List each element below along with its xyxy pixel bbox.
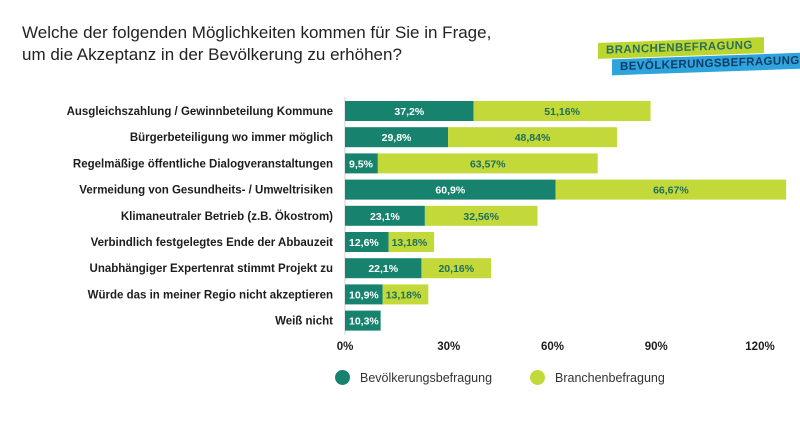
value-label-bevoelkerung-1: 29,8%	[382, 132, 412, 144]
value-label-bevoelkerung-2: 9,5%	[349, 158, 374, 170]
bar-branche-1	[448, 127, 617, 148]
value-label-branche-3: 66,67%	[653, 185, 689, 197]
category-label-3: Vermeidung von Gesundheits- / Umweltrisi…	[79, 185, 333, 197]
category-label-7: Würde das in meiner Regio nicht akzeptie…	[88, 289, 333, 301]
bar-bevoelkerung-2	[345, 153, 378, 174]
category-label-4: Klimaneutraler Betrieb (z.B. Ökostrom)	[121, 210, 333, 223]
value-label-branche-1: 48,84%	[515, 132, 551, 144]
value-label-bevoelkerung-7: 10,9%	[349, 289, 379, 301]
bar-branche-6	[421, 258, 492, 279]
bar-branche-5	[388, 232, 435, 252]
bar-branche-7	[382, 284, 429, 305]
legend-item-series-a: Bevölkerungsbefragung	[335, 370, 492, 385]
chart-title: Welche der folgenden Möglichkeiten komme…	[22, 22, 542, 66]
value-label-branche-6: 20,16%	[438, 263, 474, 275]
category-label-8: Weiß nicht	[275, 316, 333, 328]
bar-branche-4	[424, 205, 538, 226]
bar-bevoelkerung-1	[345, 127, 449, 148]
value-label-bevoelkerung-4: 23,1%	[370, 211, 400, 223]
value-label-branche-7: 13,18%	[386, 289, 422, 301]
value-label-bevoelkerung-8: 10,3%	[349, 316, 379, 328]
value-label-bevoelkerung-0: 37,2%	[394, 106, 424, 118]
value-label-branche-2: 63,57%	[470, 158, 506, 170]
category-label-1: Bürgerbeteiligung wo immer möglich	[130, 132, 333, 144]
legend-swatch-series-a	[335, 370, 350, 385]
category-label-0: Ausgleichszahlung / Gewinnbeteilung Komm…	[67, 106, 333, 118]
bar-bevoelkerung-6	[345, 258, 422, 279]
value-label-branche-0: 51,16%	[544, 106, 580, 118]
category-label-5: Verbindlich festgelegtes Ende der Abbauz…	[91, 237, 334, 249]
bar-bevoelkerung-7	[345, 284, 383, 305]
x-tick-label-1: 30%	[437, 341, 460, 353]
value-label-bevoelkerung-3: 60,9%	[435, 185, 465, 197]
value-label-bevoelkerung-6: 22,1%	[368, 263, 398, 275]
bar-bevoelkerung-0	[345, 101, 474, 121]
category-label-6: Unabhängiger Expertenrat stimmt Projekt …	[90, 263, 333, 275]
bar-chart: Ausgleichszahlung / Gewinnbeteilung Komm…	[67, 97, 787, 353]
bar-bevoelkerung-4	[345, 205, 425, 226]
legend-label-series-b: Branchenbefragung	[555, 370, 665, 385]
legend-item-series-b: Branchenbefragung	[530, 370, 665, 385]
bar-bevoelkerung-3	[345, 179, 556, 200]
x-tick-label-3: 90%	[645, 341, 668, 353]
legend-label-series-a: Bevölkerungsbefragung	[360, 370, 493, 385]
bar-branche-3	[555, 179, 787, 200]
value-label-bevoelkerung-5: 12,6%	[349, 237, 379, 249]
x-tick-label-0: 0%	[337, 341, 354, 353]
bar-bevoelkerung-5	[345, 232, 389, 252]
legend-swatch-series-b	[530, 370, 545, 385]
chart-title-line-2: um die Akzeptanz in der Bevölkerung zu e…	[22, 45, 402, 64]
bar-branche-2	[377, 153, 598, 174]
value-label-branche-5: 13,18%	[392, 237, 428, 249]
x-tick-label-4: 120%	[745, 341, 774, 353]
bar-bevoelkerung-8	[345, 310, 381, 331]
x-tick-label-2: 60%	[541, 341, 564, 353]
value-label-branche-4: 32,56%	[463, 211, 499, 223]
chart-title-line-1: Welche der folgenden Möglichkeiten komme…	[22, 23, 492, 42]
bar-branche-0	[473, 101, 651, 121]
category-label-2: Regelmäßige öffentliche Dialogveranstalt…	[73, 158, 333, 170]
